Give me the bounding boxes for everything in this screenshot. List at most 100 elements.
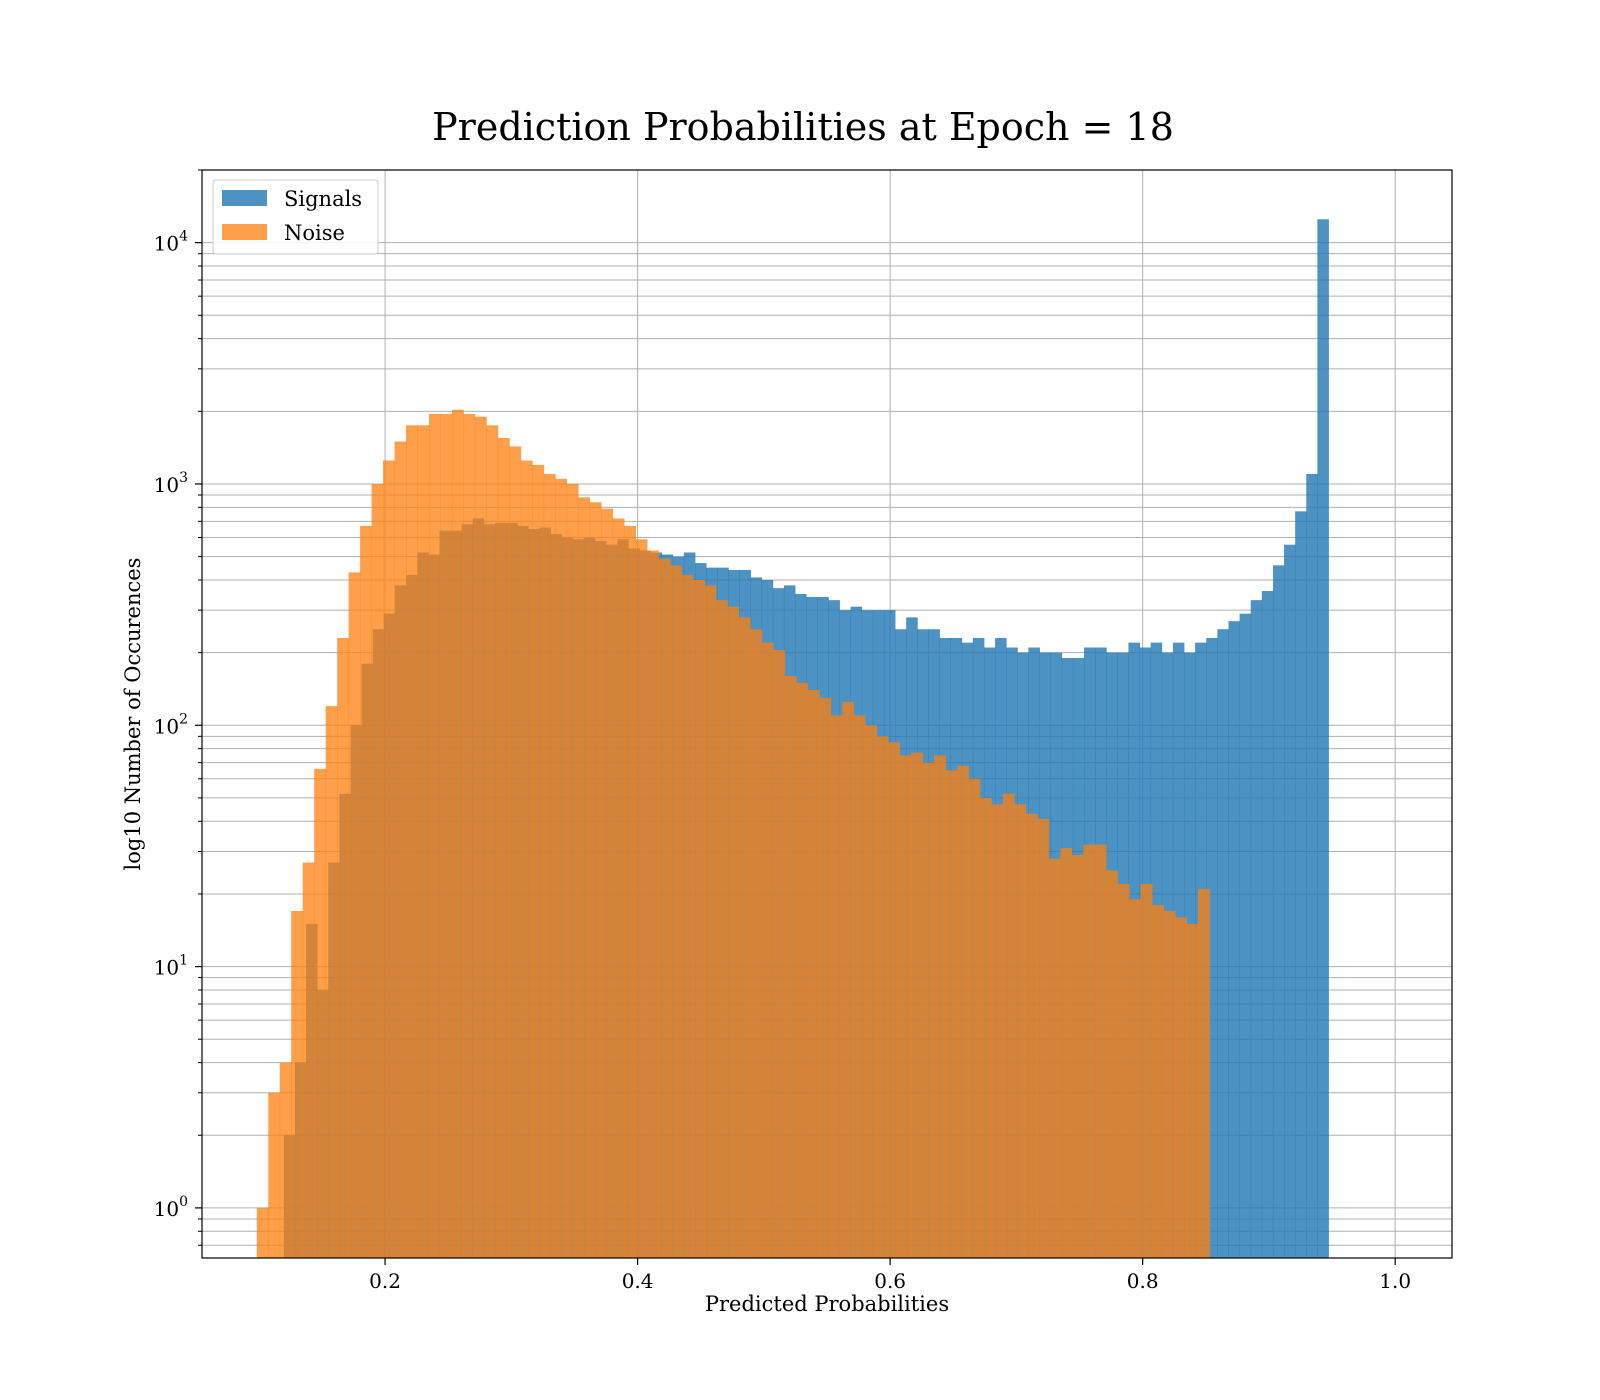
- bar: [888, 742, 900, 1258]
- bar: [1295, 511, 1307, 1259]
- bar: [578, 497, 591, 1258]
- bar: [302, 862, 315, 1258]
- x-axis-ticks: 0.2 0.4 0.6 0.8 1.0: [369, 1258, 1411, 1293]
- bar: [842, 701, 855, 1258]
- bar: [371, 483, 384, 1258]
- bar: [1152, 904, 1165, 1258]
- bar: [945, 770, 958, 1258]
- bar: [1094, 844, 1107, 1258]
- bar: [635, 539, 648, 1258]
- bar: [417, 425, 430, 1258]
- bar: [1163, 910, 1176, 1258]
- bar: [968, 778, 981, 1258]
- bar: [796, 682, 809, 1258]
- bar: [670, 565, 682, 1258]
- x-tick-label: 0.6: [874, 1269, 906, 1293]
- legend-label-noise: Noise: [284, 221, 345, 245]
- bar: [853, 715, 866, 1258]
- bar: [1129, 899, 1142, 1258]
- bar: [1175, 917, 1187, 1258]
- y-tick-label: 101: [154, 953, 188, 980]
- bar: [279, 1062, 292, 1258]
- bar: [1060, 848, 1073, 1258]
- bar: [383, 460, 395, 1258]
- bar: [658, 558, 671, 1258]
- bar: [337, 637, 350, 1258]
- bar: [451, 409, 464, 1259]
- bar: [440, 413, 453, 1258]
- bar: [1272, 565, 1285, 1258]
- plot-frame: [201, 169, 1453, 1259]
- bar: [715, 600, 728, 1258]
- bar: [406, 425, 418, 1258]
- bar: [761, 642, 774, 1258]
- bar: [601, 508, 614, 1259]
- bar: [784, 676, 797, 1258]
- bar: [268, 1092, 281, 1258]
- bar: [428, 413, 441, 1258]
- bar: [486, 425, 499, 1258]
- bar: [1048, 858, 1061, 1258]
- x-tick-label: 0.4: [622, 1269, 654, 1293]
- bar: [1250, 600, 1263, 1258]
- legend: Signals Noise: [212, 179, 379, 255]
- bar: [348, 572, 361, 1258]
- bar: [876, 736, 889, 1258]
- bar: [1239, 613, 1252, 1258]
- bar: [543, 473, 556, 1258]
- legend-label-signals: Signals: [284, 187, 362, 211]
- x-axis-label: Predicted Probabilities: [705, 1292, 949, 1316]
- x-tick-label: 0.8: [1127, 1269, 1159, 1293]
- bar: [1071, 855, 1084, 1258]
- bar: [1306, 473, 1318, 1258]
- bar: [681, 574, 694, 1258]
- bar: [1106, 870, 1119, 1258]
- y-tick-label: 104: [154, 229, 188, 256]
- y-axis-ticks: 100 101 102 103 104: [154, 169, 202, 1246]
- bar: [291, 910, 304, 1258]
- bar: [979, 797, 992, 1258]
- bar: [520, 460, 533, 1258]
- bar: [1140, 883, 1153, 1258]
- bar: [497, 438, 510, 1258]
- x-tick-label: 1.0: [1379, 1269, 1411, 1293]
- bar: [704, 585, 717, 1258]
- bar: [314, 768, 327, 1258]
- bar: [1217, 629, 1229, 1258]
- bar: [1117, 883, 1130, 1258]
- series-noise: [256, 409, 1210, 1259]
- bar: [612, 518, 625, 1258]
- bar: [1186, 924, 1199, 1258]
- bar: [1317, 219, 1329, 1259]
- chart-title: Prediction Probabilities at Epoch = 18: [432, 105, 1174, 149]
- bar: [1002, 793, 1015, 1258]
- bar: [1284, 544, 1296, 1258]
- bar: [956, 765, 969, 1258]
- legend-swatch-noise: [222, 224, 267, 240]
- bar: [360, 525, 372, 1258]
- bar: [899, 755, 912, 1258]
- bar: [463, 413, 476, 1258]
- bar: [934, 755, 946, 1258]
- bar: [532, 464, 545, 1259]
- bar: [819, 697, 832, 1258]
- bar: [624, 525, 636, 1258]
- bar: [727, 606, 740, 1258]
- bar: [325, 706, 338, 1258]
- bar: [589, 502, 602, 1258]
- legend-swatch-signals: [222, 190, 267, 206]
- bar: [555, 478, 568, 1258]
- y-tick-label: 102: [154, 711, 188, 738]
- bar: [474, 416, 487, 1258]
- bar: [1198, 888, 1210, 1258]
- bar: [922, 762, 935, 1258]
- bar: [750, 629, 763, 1258]
- bar: [692, 579, 705, 1258]
- bar: [991, 804, 1004, 1258]
- bar: [738, 617, 751, 1258]
- bar: [911, 752, 923, 1258]
- x-tick-label: 0.2: [369, 1269, 401, 1293]
- bar: [566, 483, 579, 1258]
- bar: [1261, 591, 1274, 1258]
